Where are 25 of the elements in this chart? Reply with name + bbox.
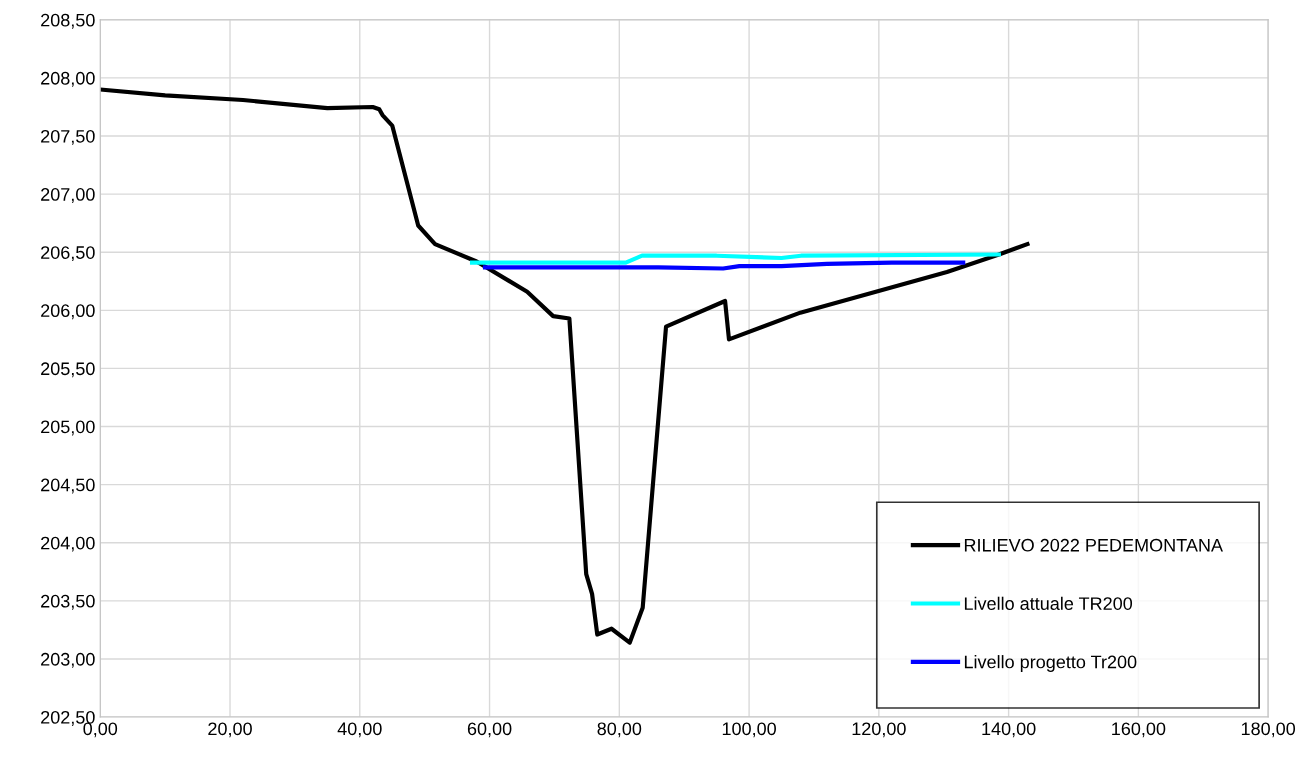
y-tick-label: 205,50: [41, 362, 95, 378]
y-tick-label: 203,00: [41, 652, 95, 668]
x-tick-label: 140,00: [982, 722, 1036, 738]
legend-label: Livello attuale TR200: [964, 596, 1133, 610]
x-tick-label: 160,00: [1112, 722, 1166, 738]
y-tick-label: 208,50: [41, 13, 95, 29]
y-tick-label: 203,50: [41, 594, 95, 610]
x-tick-label: 80,00: [597, 722, 642, 738]
x-tick-label: 180,00: [1241, 722, 1296, 738]
x-tick-label: 120,00: [852, 722, 906, 738]
y-tick-label: 206,00: [41, 304, 95, 320]
legend-label: Livello progetto Tr200: [964, 655, 1137, 672]
x-tick-label: 100,00: [722, 722, 776, 738]
x-tick-label: 20,00: [208, 722, 252, 738]
y-tick-label: 206,50: [41, 246, 95, 262]
y-tick-label: 204,00: [41, 536, 95, 552]
x-tick-label: 40,00: [337, 722, 382, 738]
legend-label: RILIEVO 2022 PEDEMONTANA: [964, 538, 1223, 552]
line-series: [469, 252, 1001, 265]
x-tick-label: 60,00: [467, 722, 512, 738]
y-tick-label: 208,00: [41, 71, 95, 87]
y-tick-label: 207,50: [41, 129, 95, 145]
y-tick-label: 205,00: [41, 420, 95, 436]
y-tick-label: 207,00: [41, 188, 95, 203]
y-tick-label: 204,50: [41, 478, 95, 494]
